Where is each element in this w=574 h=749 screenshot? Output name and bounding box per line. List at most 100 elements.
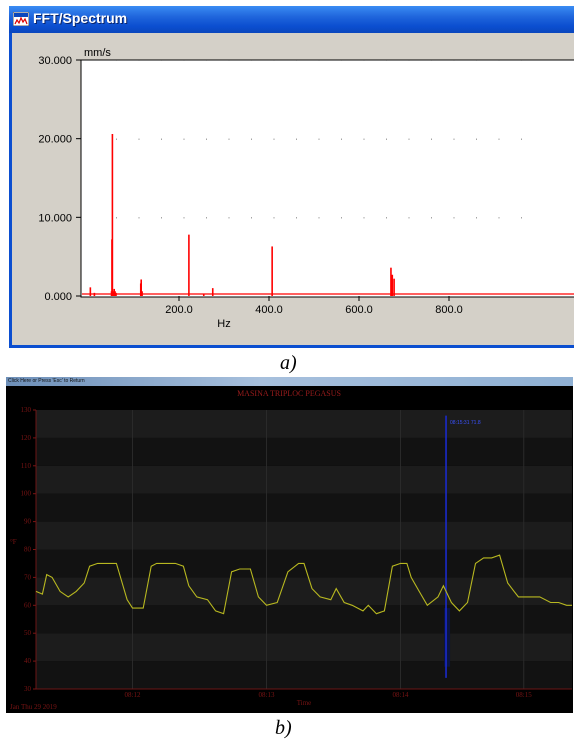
fft-app-icon [13,12,29,26]
y-tick-label: 50 [24,629,32,637]
trend-chart: MASINA TRIPLOC PEGASUS 30 40 50 60 70 80 90 100 1… [6,386,573,713]
grid-dot [453,217,455,219]
plot-band [36,577,572,606]
cursor-readout: 08:15:31 71.8 [450,420,481,426]
plot-area [80,59,574,298]
plot-band [36,521,572,550]
grid-dot [138,60,140,61]
cursor-shadow [444,608,451,667]
trend-title: MASINA TRIPLOC PEGASUS [237,389,341,398]
grid-dot [386,217,387,219]
y-tick-label: 130 [21,406,32,414]
plot-band [36,605,572,634]
y-tick-label: 80 [24,546,32,554]
grid-dot [251,60,252,61]
grid-dot [498,217,500,219]
grid-dot [161,138,162,140]
y-tick-label: 30 [24,685,32,693]
grid-dot [431,217,432,219]
grid-dot [386,138,387,140]
y-tick-label: 60 [24,601,32,609]
y-tick-label: 0.000 [44,291,72,303]
window-frame-left [9,33,12,348]
grid-dot [228,217,230,219]
grid-dot [296,138,297,140]
grid-dot [476,60,477,61]
y-tick-label: 70 [24,573,32,581]
x-tick-label: 08:12 [125,691,141,699]
y-tick-label: 20.000 [38,134,72,146]
grid-dot [408,60,410,61]
grid-dot [116,217,117,219]
grid-dot [296,217,297,219]
grid-dot [363,60,365,61]
grid-dot [183,217,185,219]
grid-dot [228,60,230,61]
x-tick-label: 200.0 [165,304,193,316]
y-tick-label: 100 [21,490,32,498]
grid-dot [453,138,455,140]
grid-dot [228,138,230,140]
grid-dot [138,217,140,219]
grid-dot [476,138,477,140]
grid-dot [498,60,500,61]
grid-dot [341,138,342,140]
x-tick-label: 08:14 [393,691,409,699]
plot-band [36,465,572,494]
grid-dot [341,217,342,219]
grid-dot [408,217,410,219]
grid-dot [116,138,117,140]
plot-band [36,661,572,689]
x-tick-label: 800.0 [435,304,463,316]
fft-spectrum-chart: 0.000 10.000 20.000 30.000 200.0 400.0 600.0 80… [38,47,574,330]
grid-dot [521,138,522,140]
y-tick-label: 120 [21,434,32,442]
temperature-series-line [35,554,572,615]
caption-a: a) [280,352,297,374]
x-tick-label: 600.0 [345,304,373,316]
grid-dot [318,217,320,219]
x-axis-unit: Hz [217,318,230,330]
grid-dot [138,138,140,140]
trend-monitor-screen: Click Here or Press 'Esc' to Return MASI… [6,377,573,713]
grid-dot [363,217,365,219]
grid-dot [206,138,207,140]
grid-dot [318,138,320,140]
grid-dot [521,217,522,219]
grid-dot [431,138,432,140]
grid-dot [206,217,207,219]
grid-dot [273,217,275,219]
plot-band [36,633,572,662]
grid-dot [273,138,275,140]
caption-b: b) [275,717,292,739]
y-axis-label: °F [10,538,17,546]
y-tick-label: 10.000 [38,212,72,224]
return-bar[interactable]: Click Here or Press 'Esc' to Return [6,377,573,386]
grid-dot [183,138,185,140]
x-tick-label: 400.0 [255,304,283,316]
window-title-bar[interactable]: FFT/Spectrum [9,6,574,33]
x-tick-label: 08:15 [516,691,532,699]
y-tick-label: 30.000 [38,55,72,67]
plot-band [36,493,572,522]
grid-dot [521,60,522,61]
grid-dot [408,138,410,140]
y-tick-label: 110 [21,462,32,470]
grid-dot [206,60,207,61]
y-tick-label: 40 [24,657,32,665]
x-tick-label: 08:13 [259,691,275,699]
grid-dot [318,60,320,61]
grid-dot [251,217,252,219]
y-tick-label: 90 [24,518,32,526]
window-frame-bottom [9,345,574,348]
return-bar-text: Click Here or Press 'Esc' to Return [8,378,85,384]
grid-dot [296,60,297,61]
y-axis-unit: mm/s [84,47,111,59]
grid-dot [476,217,477,219]
plot-band [36,437,572,466]
grid-dot [251,138,252,140]
grid-dot [116,60,117,61]
grid-dot [341,60,342,61]
grid-dot [453,60,455,61]
grid-dot [431,60,432,61]
